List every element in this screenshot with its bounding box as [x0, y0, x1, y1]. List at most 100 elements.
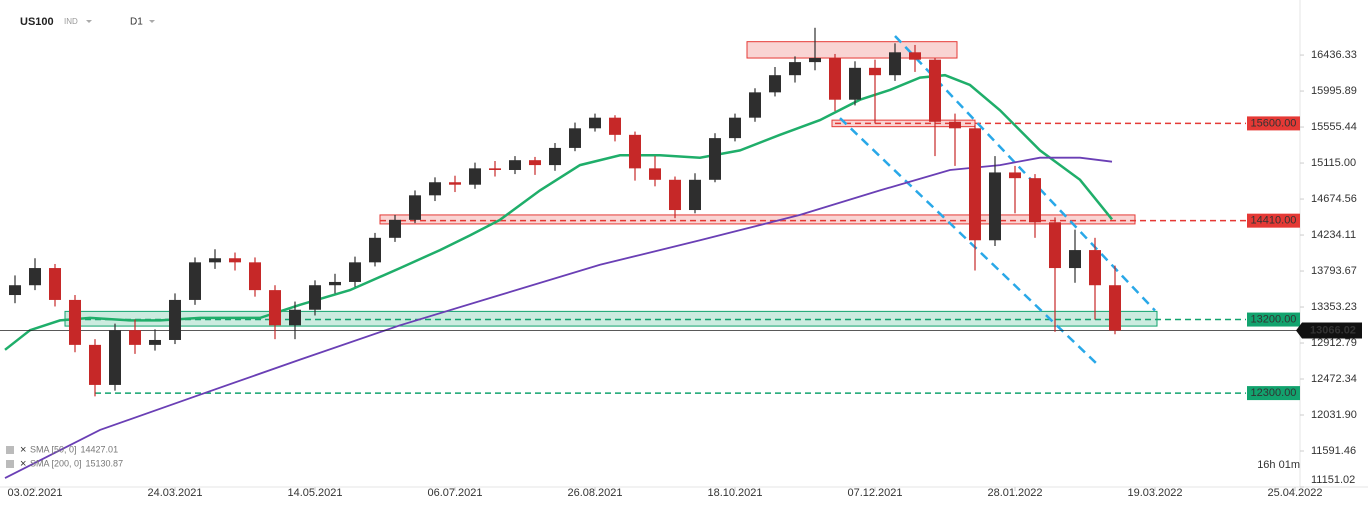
candle-body — [29, 268, 41, 286]
legend-close[interactable]: × — [20, 458, 26, 470]
y-tick-label: 12031.90 — [1311, 409, 1357, 421]
level-tag — [1247, 116, 1300, 131]
price-tag-label: 13066.02 — [1310, 324, 1356, 336]
candle-body — [89, 344, 101, 385]
y-tick-label: 12912.79 — [1311, 337, 1357, 349]
candle-body — [729, 117, 741, 139]
price-tag — [1296, 322, 1362, 339]
candle-body — [109, 330, 121, 385]
y-tick-label: 13353.23 — [1311, 301, 1357, 313]
candle-body — [289, 309, 301, 326]
candle-body — [209, 258, 221, 263]
level-label: 13200.00 — [1251, 313, 1297, 325]
x-tick-label: 06.07.2021 — [427, 487, 482, 499]
candle-body — [669, 179, 681, 211]
x-tick-label: 18.10.2021 — [707, 487, 762, 499]
candle-body — [749, 92, 761, 118]
candle-body — [869, 67, 881, 76]
legend-value: 15130.87 — [86, 458, 124, 468]
dropdown-arrow[interactable] — [149, 20, 155, 23]
candle-body — [949, 121, 961, 129]
candle-body — [49, 268, 61, 300]
y-tick-label: 11591.46 — [1311, 445, 1356, 457]
candle-body — [989, 172, 1001, 241]
candle-body — [489, 168, 501, 170]
dropdown-arrow[interactable] — [86, 20, 92, 23]
candle-body — [69, 299, 81, 345]
candle-body — [9, 285, 21, 296]
candle-body — [509, 160, 521, 170]
x-tick-label: 24.03.2021 — [147, 487, 202, 499]
candle-body — [829, 58, 841, 100]
zone — [746, 41, 958, 59]
y-tick-label: 14234.11 — [1311, 229, 1356, 241]
candle-body — [329, 281, 341, 286]
candle-body — [1029, 178, 1041, 223]
candle-body — [189, 262, 201, 300]
candle-body — [309, 285, 321, 310]
candle-body — [709, 138, 721, 180]
x-tick-label: 26.08.2021 — [567, 487, 622, 499]
candle-body — [149, 339, 161, 345]
candle-body — [429, 182, 441, 196]
level-label: 14410.00 — [1251, 215, 1297, 227]
market[interactable]: IND — [64, 17, 78, 26]
candle-body — [649, 168, 661, 180]
legend-icon — [6, 446, 14, 454]
sma-line — [4, 73, 1113, 351]
candle-body — [629, 134, 641, 169]
interval[interactable]: D1 — [130, 17, 143, 28]
candle-body — [529, 160, 541, 166]
level-tag — [1247, 213, 1300, 228]
candle-body — [249, 262, 261, 291]
candle-body — [569, 128, 581, 148]
candle-body — [689, 179, 701, 211]
candle-body — [549, 147, 561, 166]
y-tick-label: 15555.44 — [1311, 121, 1357, 133]
sma-line — [4, 156, 1113, 479]
candle-body — [1089, 250, 1101, 286]
x-tick-label: 03.02.2021 — [7, 487, 62, 499]
candle-body — [889, 52, 901, 76]
candle-body — [469, 168, 481, 185]
candle-body — [849, 67, 861, 100]
y-tick-label: 16436.33 — [1311, 49, 1357, 61]
y-tick-label: 15115.00 — [1311, 157, 1356, 169]
x-tick-label: 19.03.2022 — [1127, 487, 1182, 499]
y-tick-label: 12472.34 — [1311, 373, 1357, 385]
legend-icon — [6, 460, 14, 468]
candle-body — [969, 128, 981, 241]
candle-body — [609, 117, 621, 135]
legend-name: SMA [200, 0] — [30, 458, 82, 468]
candle-body — [909, 52, 921, 60]
legend-close[interactable]: × — [20, 444, 26, 456]
level-label: 15600.00 — [1251, 117, 1297, 129]
legend-name: SMA [50, 0] — [30, 444, 77, 454]
y-tick-label: 15995.89 — [1311, 85, 1357, 97]
candle-body — [929, 59, 941, 122]
level-tag — [1247, 386, 1300, 401]
legend-value: 14427.01 — [81, 444, 119, 454]
candle-body — [1009, 172, 1021, 179]
candle-body — [1049, 222, 1061, 269]
level-tag — [1247, 312, 1300, 327]
y-tick-label: 14674.56 — [1311, 193, 1357, 205]
zone — [379, 214, 1136, 225]
level-label: 12300.00 — [1251, 387, 1297, 399]
candle-body — [1069, 250, 1081, 269]
candle-body — [449, 182, 461, 185]
candle-body — [589, 117, 601, 129]
x-tick-label: 28.01.2022 — [987, 487, 1042, 499]
candle-body — [129, 330, 141, 345]
candle-body — [369, 237, 381, 263]
candle-body — [349, 262, 361, 282]
candle-body — [809, 58, 821, 63]
candle-body — [389, 219, 401, 238]
candle-body — [789, 62, 801, 76]
y-tick-label: 11151.02 — [1311, 474, 1355, 486]
y-tick-label: 13793.67 — [1311, 265, 1357, 277]
candle-body — [269, 290, 281, 326]
symbol: US100 — [20, 16, 54, 28]
